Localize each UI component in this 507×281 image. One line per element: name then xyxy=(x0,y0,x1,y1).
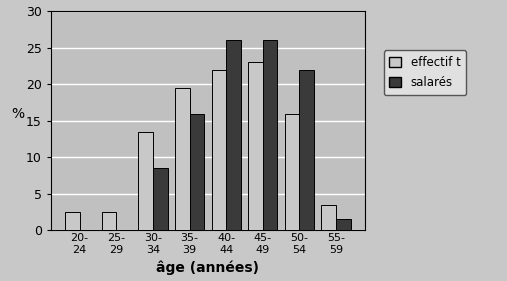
Bar xyxy=(285,114,300,230)
Bar xyxy=(263,40,277,230)
Bar xyxy=(226,40,241,230)
Bar xyxy=(300,70,314,230)
Legend: effectif t, salarés: effectif t, salarés xyxy=(383,50,466,95)
Bar xyxy=(248,62,263,230)
Bar xyxy=(190,114,204,230)
Bar xyxy=(211,70,226,230)
Bar xyxy=(175,88,190,230)
Bar xyxy=(153,168,168,230)
Bar xyxy=(138,132,153,230)
Bar xyxy=(101,212,116,230)
X-axis label: âge (années): âge (années) xyxy=(156,260,260,275)
Bar xyxy=(336,219,351,230)
Bar xyxy=(321,205,336,230)
Bar xyxy=(65,212,80,230)
Y-axis label: %: % xyxy=(11,107,24,121)
